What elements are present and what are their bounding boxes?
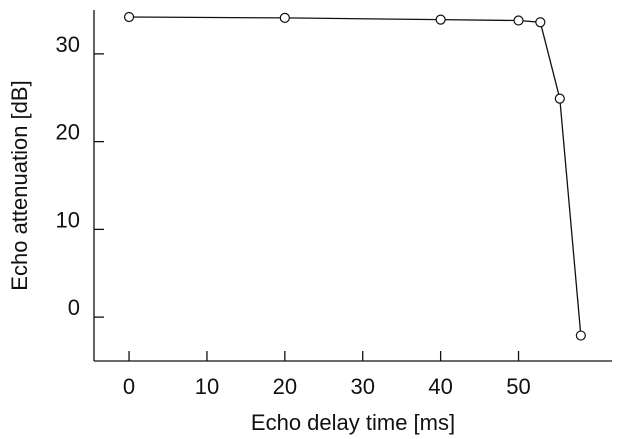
x-tick-label: 30: [350, 374, 374, 399]
x-tick-label: 10: [195, 374, 219, 399]
axes: [93, 10, 612, 362]
data-point: [575, 330, 586, 341]
x-tick-label: 50: [506, 374, 530, 399]
x-tick-label: 0: [123, 374, 135, 399]
y-tick-label: 0: [68, 295, 80, 320]
y-tick-label: 10: [56, 207, 80, 232]
x-axis-title: Echo delay time [ms]: [251, 410, 455, 435]
x-ticks: 0 10 20 30 40 50: [123, 351, 531, 399]
data-point: [513, 15, 524, 26]
plot-area: [123, 11, 586, 341]
data-point: [123, 11, 135, 23]
x-tick-label: 20: [273, 374, 297, 399]
data-point: [535, 17, 546, 28]
y-ticks: 0 10 20 30: [56, 32, 104, 320]
y-tick-label: 30: [56, 32, 80, 57]
series-line: [129, 16, 582, 336]
data-point: [554, 93, 565, 104]
y-axis-title: Echo attenuation [dB]: [7, 80, 32, 290]
data-point: [435, 14, 446, 25]
data-point: [279, 12, 290, 23]
x-tick-label: 40: [428, 374, 452, 399]
y-tick-label: 20: [56, 120, 80, 145]
